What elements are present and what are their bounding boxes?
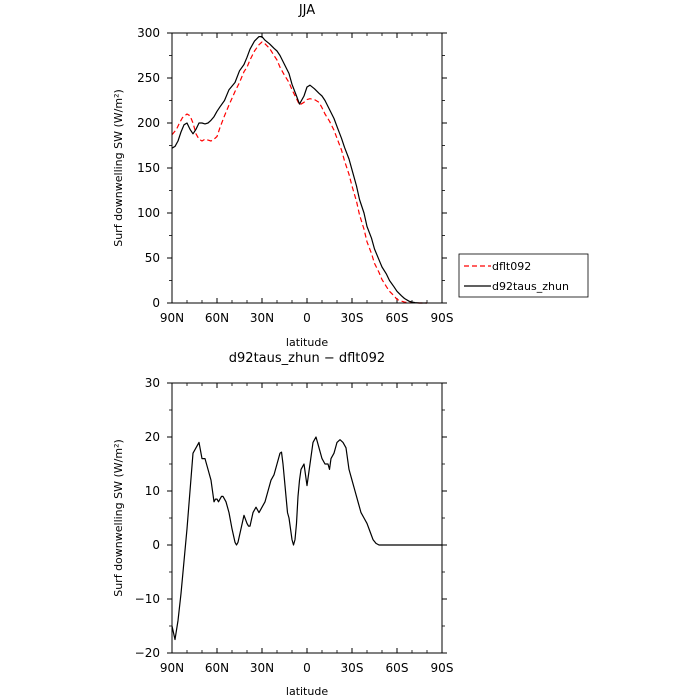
legend-label-d92taus-zhun: d92taus_zhun (492, 280, 569, 293)
legend: dflt092 d92taus_zhun (458, 253, 589, 298)
top-x-tick-label: 0 (303, 311, 311, 325)
top-ticks (167, 32, 447, 304)
bottom-x-tick-label: 90S (431, 661, 454, 675)
bottom-tick-labels: 90N 60N 30N 0 30S 60S 90S −20 −10 0 10 20 30 (135, 376, 454, 675)
bottom-y-tick-label: −20 (135, 646, 160, 660)
top-chart-title: JJA (298, 3, 315, 18)
top-y-tick-label: 100 (137, 206, 160, 220)
bottom-y-tick-label: 0 (152, 538, 160, 552)
top-x-axis-label: latitude (286, 336, 328, 349)
bottom-plot-frame (171, 382, 443, 654)
top-x-tick-label: 30S (341, 311, 364, 325)
bottom-x-tick-label: 30S (341, 661, 364, 675)
bottom-x-tick-label: 60N (205, 661, 229, 675)
bottom-x-tick-label: 0 (303, 661, 311, 675)
top-y-tick-label: 0 (152, 296, 160, 310)
bottom-x-tick-label: 30N (250, 661, 274, 675)
top-y-tick-label: 150 (137, 161, 160, 175)
top-plot-frame (171, 32, 443, 304)
bottom-chart: d92taus_zhun − dflt092 Surf downwelling … (112, 351, 453, 698)
bottom-y-tick-label: 10 (145, 484, 160, 498)
bottom-x-tick-label: 60S (386, 661, 409, 675)
top-x-tick-label: 90S (431, 311, 454, 325)
legend-box (458, 253, 589, 298)
top-x-tick-label: 30N (250, 311, 274, 325)
bottom-series-line-0 (171, 436, 442, 641)
top-x-tick-label: 60N (205, 311, 229, 325)
bottom-y-tick-label: 20 (145, 430, 160, 444)
top-series-line-dflt092 (171, 41, 427, 304)
bottom-x-tick-label: 90N (160, 661, 184, 675)
top-tick-labels: 90N 60N 30N 0 30S 60S 90S 0 50 100 150 200 250 300 (137, 26, 453, 325)
legend-label-dflt092: dflt092 (492, 260, 531, 273)
bottom-ticks (167, 382, 447, 654)
bottom-y-tick-label: −10 (135, 592, 160, 606)
top-y-tick-label: 50 (145, 251, 160, 265)
top-x-tick-label: 60S (386, 311, 409, 325)
top-y-tick-label: 200 (137, 116, 160, 130)
top-y-tick-label: 300 (137, 26, 160, 40)
top-y-tick-label: 250 (137, 71, 160, 85)
top-x-tick-label: 90N (160, 311, 184, 325)
top-series-line-d92taus-zhun (171, 35, 427, 304)
bottom-y-axis-label: Surf downwelling SW (W/m²) (112, 439, 125, 597)
top-chart: JJA Surf downwelling SW (W/m²) latitude … (112, 3, 453, 349)
bottom-y-tick-label: 30 (145, 376, 160, 390)
top-series-lines (171, 35, 427, 304)
bottom-x-axis-label: latitude (286, 685, 328, 698)
bottom-series-lines (171, 436, 442, 641)
bottom-chart-title: d92taus_zhun − dflt092 (229, 351, 385, 366)
top-y-axis-label: Surf downwelling SW (W/m²) (112, 89, 125, 247)
